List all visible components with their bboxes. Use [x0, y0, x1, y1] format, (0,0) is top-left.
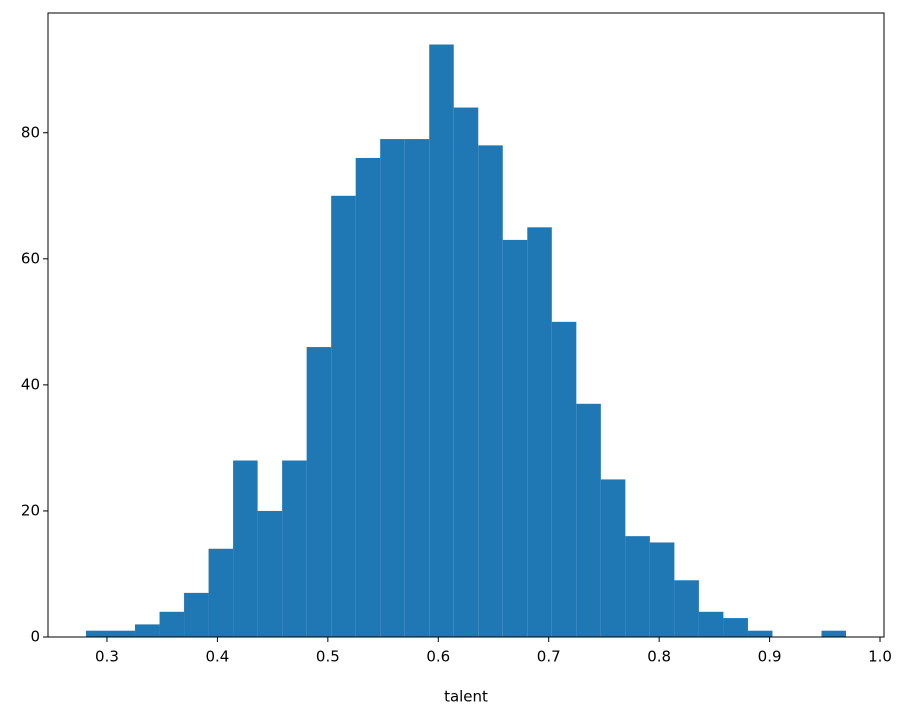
- y-tick-label: 80: [21, 123, 40, 141]
- bar: [85, 630, 111, 637]
- bar: [184, 592, 209, 637]
- x-tick-label: 0.8: [647, 648, 671, 666]
- bar: [747, 630, 773, 637]
- bar: [478, 145, 503, 637]
- bar: [208, 548, 234, 637]
- bar: [625, 536, 650, 637]
- y-tick-label: 0: [30, 628, 40, 646]
- x-tick-label: 0.9: [758, 648, 782, 666]
- bar: [576, 403, 601, 637]
- bar: [453, 107, 479, 637]
- bar: [380, 139, 405, 637]
- x-axis-label: talent: [444, 688, 488, 706]
- bar: [159, 611, 185, 637]
- y-tick-label: 40: [21, 375, 40, 393]
- bar: [306, 347, 332, 637]
- x-tick-label: 1.0: [868, 648, 892, 666]
- bar: [600, 479, 626, 637]
- bar: [502, 239, 528, 637]
- bar: [404, 139, 430, 637]
- bar: [135, 624, 160, 637]
- bar: [429, 44, 454, 638]
- bar: [674, 580, 699, 637]
- y-tick-label: 20: [21, 501, 40, 519]
- y-tick-label: 60: [21, 249, 40, 267]
- bar: [698, 611, 724, 637]
- bar: [282, 460, 307, 637]
- x-tick-label: 0.3: [95, 648, 119, 666]
- x-tick-label: 0.7: [537, 648, 561, 666]
- bar: [527, 227, 552, 637]
- bar: [821, 630, 847, 637]
- x-tick-label: 0.4: [205, 648, 229, 666]
- bar: [649, 542, 675, 637]
- x-tick-label: 0.6: [426, 648, 450, 666]
- plot-frame: [47, 12, 885, 638]
- bar: [723, 618, 748, 637]
- bar: [110, 630, 136, 637]
- x-tick-label: 0.5: [316, 648, 340, 666]
- bar: [233, 460, 258, 637]
- bar: [355, 157, 381, 637]
- bar: [551, 321, 577, 637]
- bar: [331, 195, 356, 637]
- bar: [257, 510, 283, 637]
